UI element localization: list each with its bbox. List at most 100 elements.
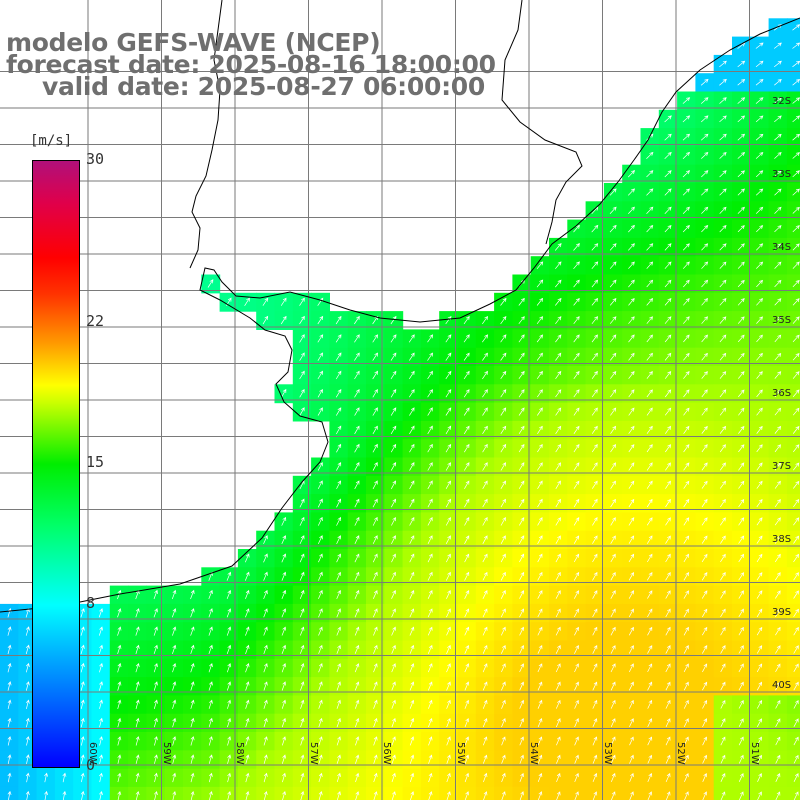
wind-speed-cell	[494, 768, 513, 788]
wind-speed-cell	[128, 677, 147, 696]
wind-speed-cell	[201, 695, 221, 715]
wind-speed-cell	[622, 439, 642, 459]
wind-arrow	[335, 407, 342, 416]
wind-speed-cell	[530, 585, 550, 605]
wind-arrow	[226, 681, 232, 691]
wind-arrow	[629, 791, 634, 800]
wind-arrow	[409, 736, 415, 746]
wind-arrow	[117, 736, 122, 746]
wind-arrow	[464, 791, 470, 800]
wind-arrow	[518, 443, 525, 453]
wind-arrow	[153, 589, 158, 600]
wind-arrow	[683, 480, 690, 489]
wind-arrow	[227, 772, 232, 783]
wind-speed-cell	[402, 530, 422, 550]
wind-speed-cell	[366, 329, 385, 349]
wind-arrow	[409, 681, 415, 691]
wind-speed-cell	[512, 567, 532, 587]
wind-speed-cell	[549, 750, 568, 770]
wind-speed-cell	[292, 732, 312, 751]
wind-arrow	[25, 772, 30, 783]
wind-arrow	[519, 754, 524, 764]
wind-arrow	[537, 590, 543, 599]
wind-arrow	[7, 681, 12, 691]
wind-speed-cell	[420, 530, 440, 550]
wind-speed-cell	[713, 292, 733, 312]
wind-speed-cell	[402, 494, 422, 513]
wind-speed-cell	[274, 695, 294, 715]
wind-arrow	[683, 681, 689, 691]
wind-arrow	[719, 407, 727, 416]
wind-arrow	[646, 279, 654, 288]
wind-arrow	[245, 663, 250, 673]
wind-speed-cell	[695, 329, 715, 349]
wind-speed-cell	[695, 311, 715, 330]
wind-speed-cell	[640, 329, 660, 349]
wind-arrow	[391, 644, 396, 654]
wind-arrow	[500, 334, 507, 343]
wind-arrow	[354, 370, 360, 380]
wind-speed-cell	[494, 695, 513, 715]
wind-arrow	[793, 681, 799, 691]
wind-speed-cell	[494, 329, 513, 349]
wind-speed-cell	[329, 549, 349, 568]
wind-speed-cell	[329, 475, 349, 495]
wind-arrow	[774, 298, 782, 306]
wind-arrow	[792, 152, 800, 159]
wind-arrow	[737, 97, 746, 104]
wind-arrow	[445, 535, 451, 544]
wind-arrow	[336, 663, 341, 673]
wind-arrow	[300, 791, 305, 800]
wind-arrow	[391, 699, 396, 709]
wind-arrow	[317, 334, 324, 343]
wind-arrow	[665, 480, 671, 489]
wind-speed-cell	[677, 512, 696, 532]
wind-arrow	[208, 589, 213, 600]
wind-speed-cell	[329, 786, 349, 800]
wind-arrow	[500, 516, 506, 526]
wind-speed-cell	[292, 549, 312, 568]
wind-speed-cell	[549, 402, 568, 422]
wind-arrow	[755, 97, 764, 104]
wind-arrow	[592, 498, 598, 508]
wind-arrow	[792, 316, 800, 324]
wind-speed-cell	[750, 311, 770, 330]
wind-arrow	[317, 407, 323, 416]
wind-arrow	[190, 663, 195, 673]
wind-speed-cell	[768, 128, 788, 147]
wind-speed-cell	[439, 457, 459, 477]
wind-arrow	[427, 663, 433, 673]
wind-speed-cell	[475, 622, 495, 642]
wind-speed-cell	[457, 549, 477, 568]
wind-arrow	[519, 590, 525, 599]
wind-arrow	[154, 754, 158, 764]
wind-speed-cell	[713, 768, 733, 788]
wind-arrow	[738, 699, 744, 709]
wind-speed-cell	[713, 384, 733, 404]
wind-arrow	[775, 718, 781, 727]
wind-speed-cell	[347, 622, 367, 642]
wind-speed-cell	[512, 457, 532, 477]
wind-speed-cell	[384, 585, 404, 605]
wind-speed-cell	[567, 494, 587, 513]
wind-speed-cell	[695, 439, 715, 459]
wind-arrow	[536, 352, 543, 361]
wind-arrow	[80, 699, 85, 709]
wind-arrow	[372, 407, 378, 416]
wind-speed-cell	[786, 512, 800, 532]
wind-speed-cell	[457, 768, 477, 788]
wind-speed-cell	[530, 750, 550, 770]
wind-arrow	[135, 754, 140, 764]
wind-arrow	[281, 663, 287, 673]
wind-speed-cell	[713, 164, 733, 184]
wind-arrow	[281, 736, 287, 746]
wind-arrow	[482, 736, 488, 746]
wind-arrow	[555, 553, 561, 563]
wind-speed-cell	[695, 530, 715, 550]
wind-arrow	[409, 535, 415, 544]
wind-speed-cell	[530, 329, 550, 349]
wind-arrow	[738, 407, 745, 416]
wind-arrow	[774, 225, 782, 233]
wind-speed-cell	[567, 420, 587, 440]
wind-arrow	[427, 389, 433, 398]
